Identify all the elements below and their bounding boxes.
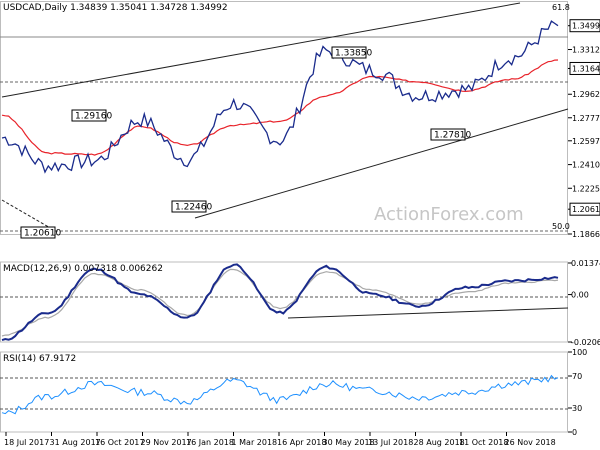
main-y-tick-label: 1.18665 — [572, 230, 600, 239]
main-y-tick-label: 1.31640 — [572, 64, 600, 73]
x-tick-label: 16 Oct 2017 — [95, 438, 144, 447]
macd-y-tick-label: 0.013745 — [571, 259, 600, 268]
annotation-label: 1.20610 — [24, 229, 61, 239]
macd-line — [1, 263, 559, 342]
main-y-tick-label: 1.27775 — [572, 114, 600, 123]
channel-upper — [1, 2, 521, 98]
annotation-box — [71, 109, 107, 122]
x-tick-label: 30 May 2018 — [323, 438, 375, 447]
main-y-tick-box — [569, 202, 600, 216]
x-tick-label: 31 Aug 2017 — [50, 438, 101, 447]
main-y-tick-label: 1.22250 — [572, 184, 600, 193]
annotation-label: 1.29160 — [75, 112, 112, 122]
x-tick-label: 28 Aug 2018 — [414, 438, 465, 447]
x-tick-label: 29 Nov 2017 — [141, 438, 192, 447]
x-tick-label: 13 Jul 2018 — [368, 438, 413, 447]
main-y-tick-label: 1.25970 — [572, 137, 600, 146]
macd-trendline — [287, 307, 569, 319]
rsi-y-axis: 100 70 30 0 — [568, 348, 587, 437]
rsi-y-tick-label: 30 — [572, 404, 582, 413]
x-tick-label: 11 Oct 2018 — [459, 438, 508, 447]
macd-signal-line — [1, 268, 559, 337]
annotation-label: 1.27810 — [434, 131, 471, 141]
macd-panel-header: MACD(12,26,9) 0.007318 0.006262 — [3, 264, 163, 274]
main-y-tick-label: 1.34992 — [572, 22, 600, 31]
main-panel-header: USDCAD,Daily 1.34839 1.35041 1.34728 1.3… — [3, 3, 228, 13]
annotation-label: 1.22460 — [175, 203, 212, 213]
rsi-line — [1, 374, 559, 415]
macd-panel: 0.013745 0.00 -0.020652 — [0, 259, 600, 347]
main-y-tick-label: 1.24105 — [572, 161, 600, 170]
x-tick-label: 26 Nov 2018 — [505, 438, 556, 447]
rsi-panel-header: RSI(14) 67.9172 — [3, 354, 77, 364]
annotation-box — [331, 46, 367, 59]
annotation-box — [171, 200, 207, 213]
fib-label-618: 61.8 — [552, 3, 570, 12]
main-panel: ActionForex.com 1.34992 1.33125 1.31640 1.2… — [0, 1, 600, 239]
annotation-label: 1.33850 — [335, 49, 372, 59]
rsi-y-tick-label: 100 — [572, 348, 587, 357]
annotation-box — [20, 226, 56, 239]
main-y-axis: 1.34992 1.33125 1.31640 1.29620 1.27775 1.259… — [568, 19, 600, 239]
main-y-tick-box — [569, 61, 600, 75]
macd-panel-frame — [0, 261, 568, 343]
price-line — [1, 20, 559, 174]
moving-average-line — [1, 59, 559, 156]
annotation-box — [430, 128, 466, 141]
rsi-y-tick-label: 70 — [572, 372, 582, 381]
macd-y-tick-label: -0.020652 — [571, 338, 600, 347]
x-tick-label: 16 Jan 2018 — [186, 438, 234, 447]
main-y-tick-label: 1.33125 — [572, 46, 600, 55]
rsi-panel: 100 70 30 0 — [0, 348, 587, 437]
x-tick-label: 1 Mar 2018 — [232, 438, 278, 447]
x-tick-label: 18 Jul 2017 — [4, 438, 49, 447]
main-y-tick-box — [569, 19, 600, 33]
x-tick-label: 16 Apr 2018 — [277, 438, 326, 447]
main-y-tick-label: 1.20610 — [572, 205, 600, 214]
fib-label-500: 50.0 — [552, 222, 570, 231]
macd-y-axis: 0.013745 0.00 -0.020652 — [568, 259, 600, 347]
rsi-panel-frame — [0, 351, 568, 433]
rsi-y-tick-label: 0 — [572, 428, 577, 437]
watermark: ActionForex.com — [374, 204, 524, 225]
main-y-tick-label: 1.29620 — [572, 90, 600, 99]
channel-lower — [194, 108, 569, 219]
macd-y-tick-label: 0.00 — [571, 291, 589, 300]
price-annotations: 1.33850 1.29160 1.27810 1.22460 1.20610 — [20, 46, 471, 239]
